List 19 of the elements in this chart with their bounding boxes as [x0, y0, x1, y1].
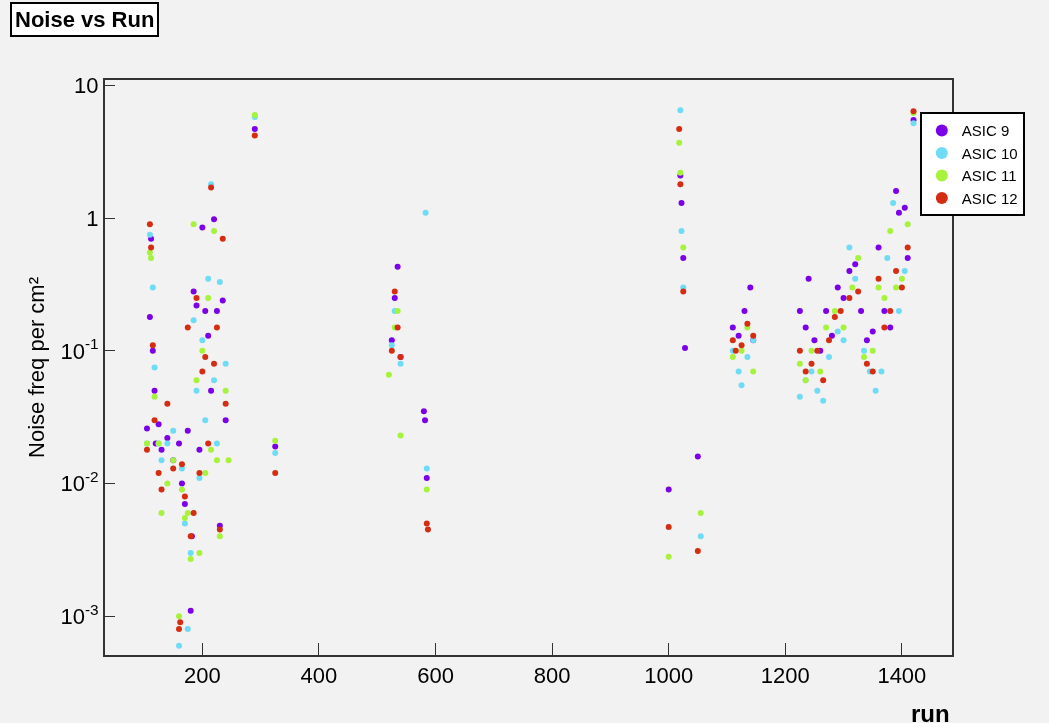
y-tick-label: 10	[74, 73, 99, 99]
legend-label: ASIC 10	[961, 144, 1018, 162]
legend-label: ASIC 12	[961, 189, 1018, 207]
x-tick-label: 1200	[760, 663, 810, 689]
y-tick-label: 10$^{-3}$	[60, 600, 99, 629]
chart-title: Noise vs Run	[15, 7, 155, 32]
x-tick-label: 800	[533, 663, 571, 689]
y-tick-label: 10$^{-1}$	[60, 335, 99, 364]
x-tick-label: 1000	[644, 663, 694, 689]
y-tick-label: 10$^{-2}$	[60, 467, 99, 497]
x-tick-label: 600	[417, 663, 454, 689]
x-axis-title: run	[911, 700, 950, 723]
y-tick-label: 1	[86, 205, 99, 231]
x-tick-label: 400	[300, 663, 338, 689]
legend-label: ASIC 9	[961, 122, 1010, 140]
y-axis-title: Noise freq per cm²	[23, 277, 49, 458]
x-tick-label: 1400	[877, 663, 927, 689]
legend-label: ASIC 11	[961, 167, 1017, 185]
x-tick-label: 200	[183, 663, 221, 689]
